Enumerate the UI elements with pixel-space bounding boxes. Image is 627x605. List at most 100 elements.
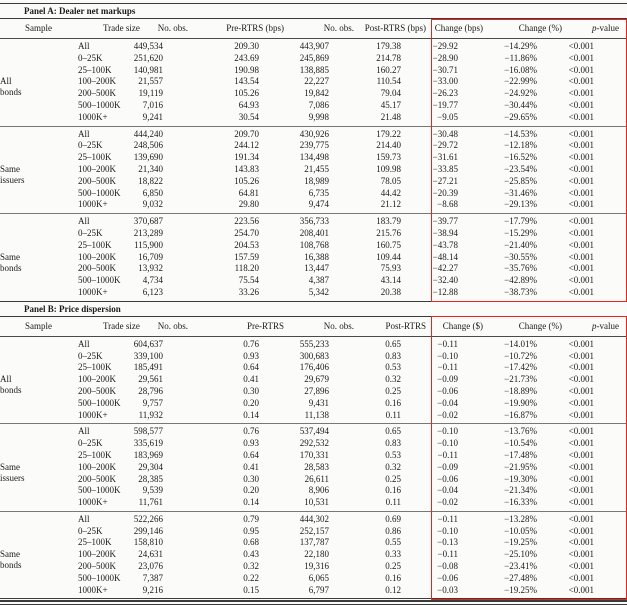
value-cell: −10.05% bbox=[504, 525, 537, 536]
trade-size-label: 200–500K bbox=[78, 175, 116, 186]
value-cell: 11,761 bbox=[138, 497, 163, 508]
value-cell: 28,385 bbox=[138, 473, 163, 484]
value-cell: −0.13 bbox=[437, 537, 458, 548]
value-cell: 183.79 bbox=[376, 216, 401, 227]
value-cell: 0.64 bbox=[243, 449, 259, 460]
value-cell: −0.06 bbox=[437, 385, 458, 396]
value-cell: −35.76% bbox=[504, 263, 537, 274]
value-cell: 243.69 bbox=[234, 52, 259, 63]
value-cell: 0.25 bbox=[385, 385, 401, 396]
value-cell: 179.38 bbox=[376, 41, 401, 51]
value-cell: 19,316 bbox=[304, 561, 329, 572]
value-cell: 0.33 bbox=[385, 549, 401, 560]
value-cell: 28,796 bbox=[138, 385, 163, 396]
value-cell: 19,119 bbox=[138, 88, 163, 99]
col-header-3: Pre-RTRS (bps) bbox=[226, 23, 284, 33]
value-cell: −10.72% bbox=[504, 350, 537, 361]
value-cell: 160.75 bbox=[376, 239, 401, 250]
trade-size-label: 100–200K bbox=[78, 251, 116, 262]
value-cell: −22.99% bbox=[504, 76, 537, 87]
value-cell: 0.16 bbox=[385, 485, 401, 496]
value-cell: <0.001 bbox=[568, 263, 594, 274]
value-cell: 21.12 bbox=[380, 199, 401, 210]
value-cell: 75.93 bbox=[380, 263, 401, 274]
value-cell: −31.46% bbox=[504, 187, 537, 198]
value-cell: 208,401 bbox=[299, 227, 329, 238]
value-cell: 140,981 bbox=[133, 64, 163, 75]
value-cell: −0.04 bbox=[437, 485, 458, 496]
col-header-5: Post-RTRS (bps) bbox=[364, 23, 426, 33]
sample-label: Same issuers bbox=[0, 163, 25, 185]
value-cell: 0.30 bbox=[243, 473, 259, 484]
value-cell: 6,065 bbox=[308, 572, 329, 583]
value-cell: <0.001 bbox=[568, 140, 594, 151]
value-cell: 179.22 bbox=[376, 128, 401, 139]
value-cell: 0.25 bbox=[385, 473, 401, 484]
value-cell: 444,240 bbox=[133, 128, 163, 139]
value-cell: 26,611 bbox=[304, 473, 329, 484]
value-cell: 139,690 bbox=[133, 152, 163, 163]
value-cell: −30.44% bbox=[504, 99, 537, 110]
value-cell: <0.001 bbox=[568, 216, 594, 227]
value-cell: <0.001 bbox=[568, 572, 594, 583]
trade-size-label: 1000K+ bbox=[78, 286, 108, 297]
value-cell: 18,989 bbox=[304, 175, 329, 186]
value-cell: <0.001 bbox=[568, 251, 594, 262]
value-cell: 45.17 bbox=[380, 99, 401, 110]
value-cell: <0.001 bbox=[568, 362, 594, 373]
trade-size-label: 0–25K bbox=[78, 140, 103, 151]
value-cell: <0.001 bbox=[568, 438, 594, 449]
value-cell: 0.41 bbox=[243, 461, 259, 472]
trade-size-label: 1000K+ bbox=[78, 584, 108, 595]
value-cell: 158,810 bbox=[133, 537, 163, 548]
value-cell: −0.04 bbox=[437, 397, 458, 408]
value-cell: 604,637 bbox=[133, 338, 163, 349]
value-cell: 109.98 bbox=[376, 163, 401, 174]
trade-size-label: 100–200K bbox=[78, 461, 116, 472]
value-cell: −21.34% bbox=[504, 485, 537, 496]
trade-size-label: All bbox=[78, 216, 90, 227]
value-cell: 0.22 bbox=[243, 572, 259, 583]
sample-label: Same bonds bbox=[0, 251, 22, 273]
value-cell: 143.54 bbox=[234, 76, 259, 87]
trade-size-label: 0–25K bbox=[78, 350, 103, 361]
value-cell: 5,342 bbox=[308, 286, 329, 297]
value-cell: 9,431 bbox=[308, 397, 329, 408]
col-header-5: Post-RTRS bbox=[385, 320, 426, 331]
value-cell: 0.41 bbox=[243, 374, 259, 385]
col-header-8: p-value bbox=[592, 23, 619, 33]
value-cell: −13.76% bbox=[504, 426, 537, 437]
value-cell: 16,388 bbox=[304, 251, 329, 262]
value-cell: 0.20 bbox=[243, 397, 259, 408]
trade-size-label: 1000K+ bbox=[78, 111, 108, 122]
value-cell: 190.98 bbox=[234, 64, 259, 75]
trade-size-label: 25–100K bbox=[78, 152, 112, 163]
trade-size-label: 1000K+ bbox=[78, 409, 108, 420]
value-cell: <0.001 bbox=[568, 473, 594, 484]
value-cell: <0.001 bbox=[568, 338, 594, 349]
value-cell: −23.41% bbox=[504, 561, 537, 572]
value-cell: 209.30 bbox=[234, 41, 259, 51]
trade-size-label: 500–1000K bbox=[78, 275, 121, 286]
value-cell: −19.30% bbox=[504, 473, 537, 484]
sample-label: Same issuers bbox=[0, 461, 25, 483]
trade-size-label: 1000K+ bbox=[78, 199, 108, 210]
value-cell: 0.53 bbox=[385, 362, 401, 373]
sample-group: Same issuers All 598,577 0.76 537,494 0.65 −0.… bbox=[0, 423, 627, 511]
value-cell: <0.001 bbox=[568, 64, 594, 75]
value-cell: 213,289 bbox=[133, 227, 163, 238]
value-cell: <0.001 bbox=[568, 111, 594, 122]
value-cell: −30.55% bbox=[504, 251, 537, 262]
value-cell: −31.61 bbox=[432, 152, 458, 163]
value-cell: <0.001 bbox=[568, 175, 594, 186]
value-cell: 0.14 bbox=[243, 497, 259, 508]
value-cell: <0.001 bbox=[568, 76, 594, 87]
value-cell: 9,998 bbox=[308, 111, 329, 122]
value-cell: −38.73% bbox=[504, 286, 537, 297]
trade-size-label: 500–1000K bbox=[78, 397, 121, 408]
value-cell: −0.10 bbox=[437, 525, 458, 536]
value-cell: 24,631 bbox=[138, 549, 163, 560]
value-cell: −30.48 bbox=[432, 128, 458, 139]
value-cell: 0.95 bbox=[243, 525, 259, 536]
value-cell: 11,932 bbox=[138, 409, 163, 420]
